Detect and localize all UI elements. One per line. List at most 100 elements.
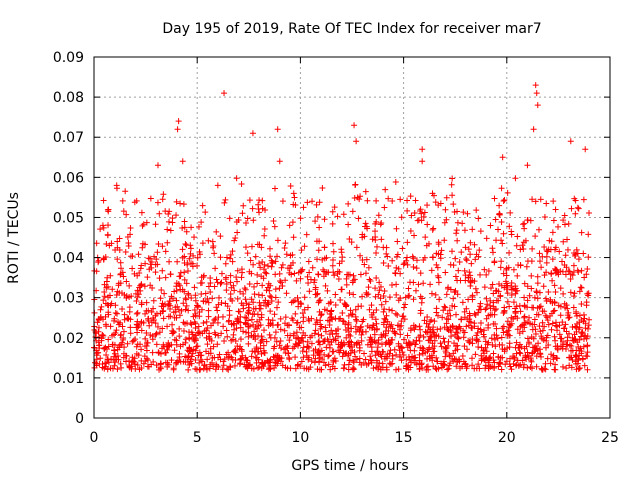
data-point <box>329 262 336 269</box>
data-point <box>120 354 127 361</box>
data-point <box>133 343 140 350</box>
data-point <box>271 223 278 230</box>
data-point <box>496 202 503 209</box>
data-point <box>561 212 568 219</box>
data-point <box>276 158 283 165</box>
data-point <box>441 237 448 244</box>
data-point <box>434 358 441 365</box>
data-point <box>403 257 410 264</box>
data-point <box>508 291 515 298</box>
data-point <box>483 315 490 322</box>
data-point <box>462 360 469 367</box>
data-point <box>267 356 274 363</box>
data-point <box>426 318 433 325</box>
data-point <box>478 355 485 362</box>
data-point <box>393 281 400 288</box>
data-point <box>332 302 339 309</box>
data-point <box>234 295 241 302</box>
data-point <box>541 323 548 330</box>
data-point <box>549 229 556 236</box>
data-point <box>503 286 510 293</box>
data-point <box>424 221 431 228</box>
data-point <box>262 269 269 276</box>
data-point <box>517 246 524 253</box>
data-point <box>196 313 203 320</box>
data-point <box>453 326 460 333</box>
data-point <box>286 337 293 344</box>
data-point <box>350 272 357 279</box>
data-point <box>225 354 232 361</box>
data-point <box>181 276 188 283</box>
data-point <box>524 162 531 169</box>
data-point <box>552 322 559 329</box>
data-point <box>217 254 224 261</box>
data-point <box>437 255 444 262</box>
data-point <box>316 297 323 304</box>
data-point <box>541 243 548 250</box>
data-point <box>373 243 380 250</box>
data-point <box>194 302 201 309</box>
data-point <box>347 333 354 340</box>
data-point <box>454 237 461 244</box>
data-point <box>531 294 538 301</box>
data-point <box>473 289 480 296</box>
data-point <box>528 365 535 372</box>
data-point <box>572 352 579 359</box>
data-point <box>356 196 363 203</box>
data-point <box>259 205 266 212</box>
data-point <box>200 274 207 281</box>
data-point <box>377 221 384 228</box>
data-point <box>316 224 323 231</box>
data-point <box>585 254 592 261</box>
data-point <box>419 365 426 372</box>
data-point <box>383 250 390 257</box>
data-point <box>294 319 301 326</box>
data-point <box>127 330 134 337</box>
data-point <box>278 345 285 352</box>
data-point <box>441 361 448 368</box>
data-point <box>239 269 246 276</box>
data-point <box>214 307 221 314</box>
data-point <box>389 307 396 314</box>
axis-ticks <box>93 56 611 419</box>
data-point <box>514 233 521 240</box>
data-point <box>353 316 360 323</box>
data-point <box>279 362 286 369</box>
data-point <box>398 357 405 364</box>
data-point <box>105 336 112 343</box>
data-point <box>128 363 135 370</box>
data-point <box>319 256 326 263</box>
data-point <box>467 239 474 246</box>
data-point <box>373 364 380 371</box>
data-point <box>443 291 450 298</box>
data-point <box>508 286 515 293</box>
data-point <box>177 200 184 207</box>
data-point <box>469 362 476 369</box>
data-point <box>395 366 402 373</box>
data-point <box>493 306 500 313</box>
data-point <box>342 326 349 333</box>
data-point <box>573 312 580 319</box>
data-point <box>276 354 283 361</box>
data-point <box>251 291 258 298</box>
data-point <box>476 303 483 310</box>
data-point <box>226 312 233 319</box>
data-point <box>540 283 547 290</box>
data-point <box>127 324 134 331</box>
data-point <box>266 357 273 364</box>
data-point <box>364 341 371 348</box>
data-point <box>413 257 420 264</box>
data-point <box>461 343 468 350</box>
data-point <box>554 327 561 334</box>
data-point <box>533 363 540 370</box>
data-point <box>192 297 199 304</box>
data-point <box>330 248 337 255</box>
data-point <box>102 344 109 351</box>
data-point <box>166 300 173 307</box>
data-point <box>303 231 310 238</box>
data-point <box>283 251 290 258</box>
data-point <box>426 344 433 351</box>
data-point <box>345 331 352 338</box>
data-point <box>223 254 230 261</box>
data-point <box>407 325 414 332</box>
